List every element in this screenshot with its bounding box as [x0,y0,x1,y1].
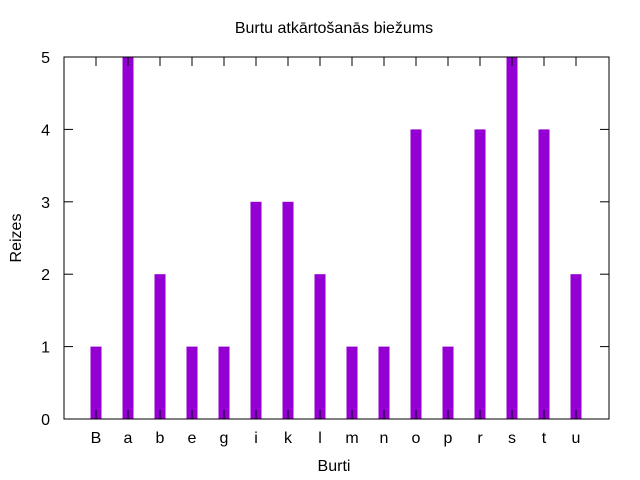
plot-frame [63,56,610,420]
x-axis-label: Burti [318,458,351,475]
x-tick-label: l [318,430,322,447]
x-tick-label: t [542,430,547,447]
bar-m [346,346,358,419]
bar-u [570,274,582,419]
y-tick-label: 2 [41,267,50,284]
y-axis-label: Reizes [8,214,25,263]
bar-s [506,57,518,419]
y-tick-label: 1 [41,340,50,357]
bar-b [154,274,166,419]
x-tick-label: p [444,430,453,447]
bar-o [410,129,422,419]
x-tick-label: n [380,430,389,447]
chart-title: Burtu atkārtošanās biežums [235,20,433,37]
x-tick-label: k [284,430,293,447]
x-tick-label: i [254,430,258,447]
x-tick-label: m [345,430,358,447]
x-tick-label: u [572,430,581,447]
bar-i [250,201,262,419]
x-tick-label: e [188,430,197,447]
bar-a [122,57,134,419]
x-tick-label: b [156,430,165,447]
x-tick-label: B [91,430,102,447]
bar-g [218,346,230,419]
bar-t [538,129,550,419]
x-tick-label: a [124,430,133,447]
bar-B [90,346,102,419]
bar-r [474,129,486,419]
y-tick-label: 0 [41,412,50,429]
plot-area: 0 1 2 3 4 5 B a b e g i k l m n o p r s t u [41,50,610,447]
x-tick-label: o [412,430,421,447]
y-tick-label: 5 [41,50,50,67]
bar-e [186,346,198,419]
x-tick-label: r [477,430,483,447]
bar-k [282,201,294,419]
x-tick-label: s [508,430,516,447]
bar-n [378,346,390,419]
bar-l [314,274,326,419]
y-tick-label: 4 [41,122,50,139]
x-tick-label: g [220,430,229,447]
y-tick-label: 3 [41,195,50,212]
bar-p [442,346,454,419]
